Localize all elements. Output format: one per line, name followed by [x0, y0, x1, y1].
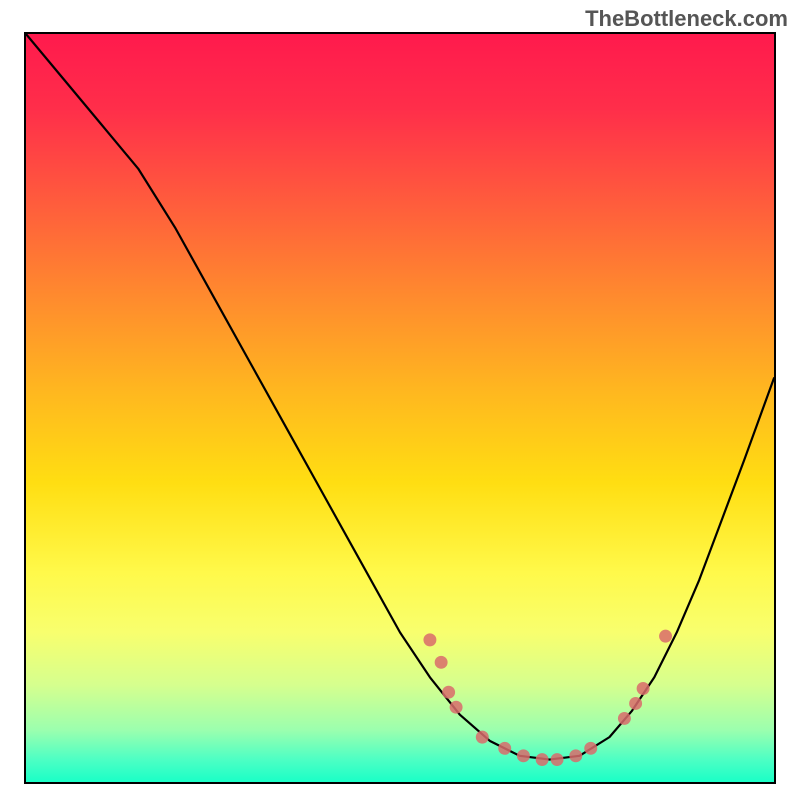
- curve-layer: [26, 34, 774, 782]
- data-marker: [569, 749, 582, 762]
- data-marker: [551, 753, 564, 766]
- data-marker: [423, 633, 436, 646]
- data-marker: [618, 712, 631, 725]
- data-marker: [536, 753, 549, 766]
- data-marker: [659, 630, 672, 643]
- data-marker: [637, 682, 650, 695]
- data-marker: [450, 701, 463, 714]
- data-marker: [498, 742, 511, 755]
- plot-area: [24, 32, 776, 784]
- data-markers: [423, 630, 672, 766]
- data-marker: [442, 686, 455, 699]
- watermark-text: TheBottleneck.com: [585, 6, 788, 32]
- data-marker: [584, 742, 597, 755]
- data-marker: [517, 749, 530, 762]
- data-marker: [435, 656, 448, 669]
- bottleneck-curve: [26, 34, 774, 760]
- data-marker: [476, 731, 489, 744]
- data-marker: [629, 697, 642, 710]
- bottleneck-chart: TheBottleneck.com: [0, 0, 800, 800]
